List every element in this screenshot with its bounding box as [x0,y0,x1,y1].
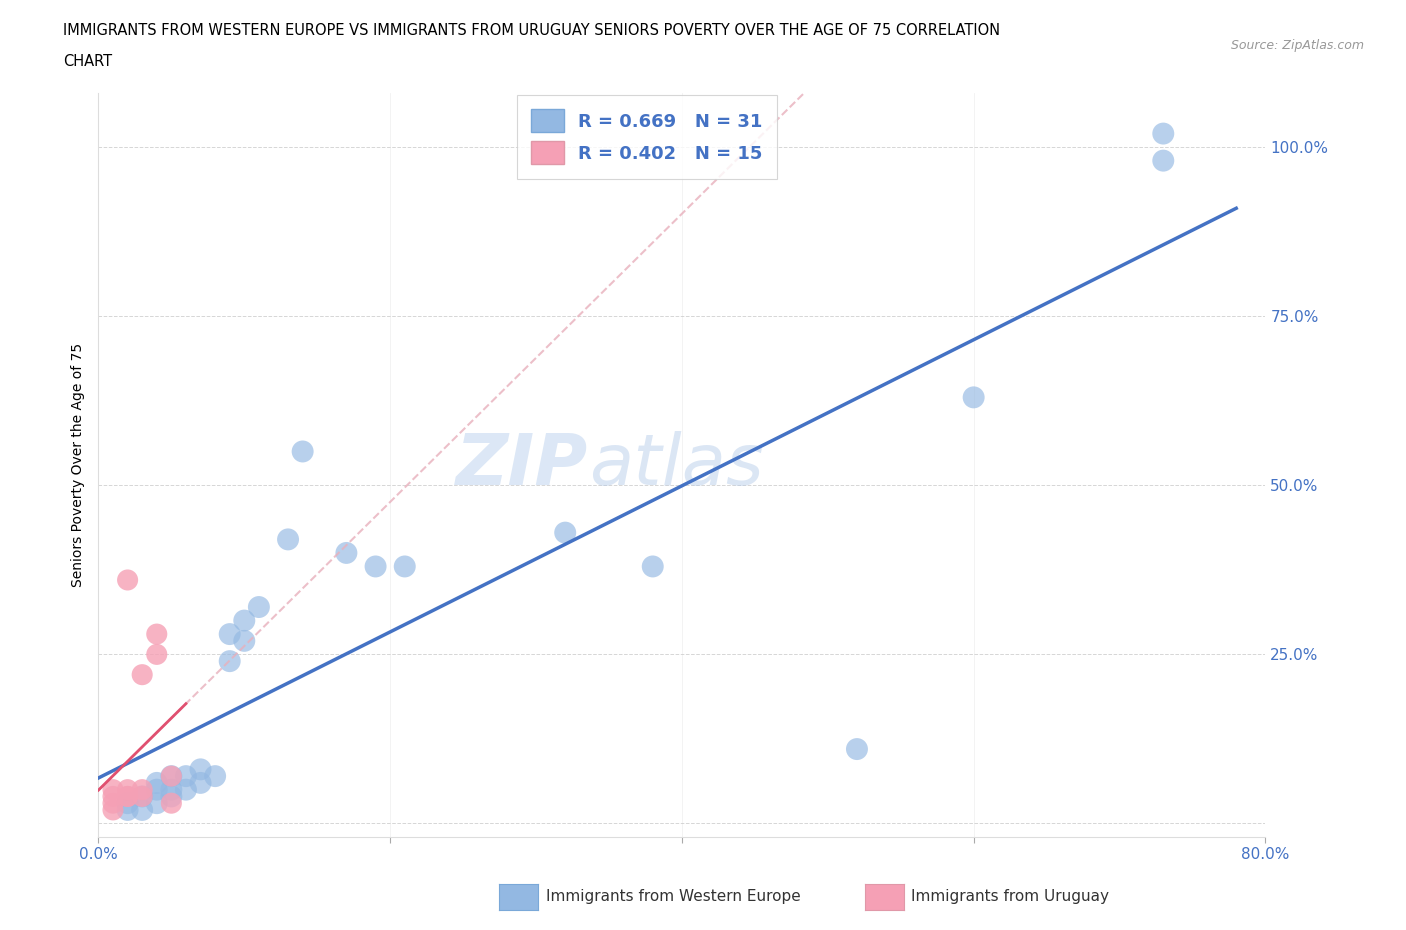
Point [364,559,387,574]
Point [101,796,124,811]
Point [204,769,226,784]
Point [131,789,153,804]
Text: IMMIGRANTS FROM WESTERN EUROPE VS IMMIGRANTS FROM URUGUAY SENIORS POVERTY OVER T: IMMIGRANTS FROM WESTERN EUROPE VS IMMIGR… [63,23,1001,38]
Y-axis label: Seniors Poverty Over the Age of 75: Seniors Poverty Over the Age of 75 [72,343,86,587]
Point [160,789,183,804]
Point [101,789,124,804]
Point [146,796,169,811]
Point [247,600,270,615]
Point [277,532,299,547]
Point [641,559,664,574]
Text: Immigrants from Uruguay: Immigrants from Uruguay [911,889,1109,904]
Point [146,782,169,797]
Text: Source: ZipAtlas.com: Source: ZipAtlas.com [1230,39,1364,52]
Point [394,559,416,574]
Point [146,627,169,642]
Point [291,444,314,458]
Point [160,769,183,784]
Point [190,762,212,777]
Point [962,390,984,405]
Point [233,613,256,628]
Text: Immigrants from Western Europe: Immigrants from Western Europe [546,889,800,904]
Point [117,796,139,811]
Point [233,633,256,648]
Point [554,525,576,540]
Point [218,627,240,642]
Legend: R = 0.669   N = 31, R = 0.402   N = 15: R = 0.669 N = 31, R = 0.402 N = 15 [517,95,778,179]
Point [117,782,139,797]
Point [101,803,124,817]
Text: CHART: CHART [63,54,112,69]
Point [160,782,183,797]
Point [131,803,153,817]
Point [190,776,212,790]
Point [845,741,868,756]
Point [117,573,139,588]
Point [160,796,183,811]
Point [117,789,139,804]
Point [146,647,169,662]
Point [146,776,169,790]
Point [174,782,197,797]
Point [218,654,240,669]
Point [160,769,183,784]
Point [174,769,197,784]
Point [131,782,153,797]
Point [101,782,124,797]
Point [1152,153,1174,168]
Point [117,803,139,817]
Point [335,546,357,561]
Point [1152,126,1174,141]
Text: atlas: atlas [589,431,763,499]
Point [117,789,139,804]
Text: ZIP: ZIP [457,431,589,499]
Point [131,667,153,682]
Point [131,789,153,804]
